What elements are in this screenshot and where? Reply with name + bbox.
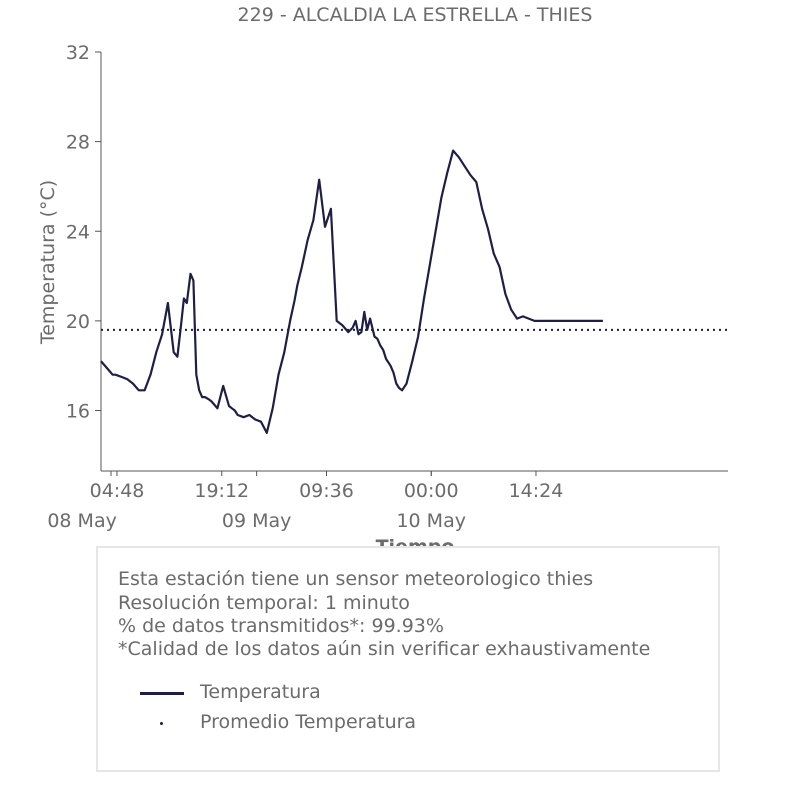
x-tick-label: 04:48 [90,480,145,502]
x-major-tick-label: 10 May [396,510,466,532]
y-tick-label: 28 [66,132,90,154]
info-line-sensor: Esta estación tiene un sensor meteorolog… [118,568,594,590]
legend-label-temperatura: Temperatura [200,681,321,703]
x-major-tick-label: 08 May [47,510,117,532]
x-major-tick-label: 09 May [222,510,292,532]
info-line-quality-note: *Calidad de los datos aún sin verificar … [118,638,651,660]
y-tick-label: 16 [66,401,90,423]
legend-swatch-promedio [160,722,163,725]
x-tick-label: 19:12 [194,480,249,502]
info-line-data-transmitted: % de datos transmitidos*: 99.93% [118,615,444,637]
legend-swatch-temperatura [140,692,184,695]
legend-label-promedio: Promedio Temperatura [200,711,417,733]
y-tick-label: 20 [66,311,90,333]
y-axis-label: Temperatura (°C) [37,180,59,345]
info-box: Esta estación tiene un sensor meteorolog… [96,546,720,772]
y-tick-label: 32 [66,42,90,64]
temperature-series-line [100,149,603,434]
chart-title: 229 - ALCALDIA LA ESTRELLA - THIES [238,4,593,26]
info-line-resolution: Resolución temporal: 1 minuto [118,592,410,614]
x-tick-label: 09:36 [299,480,354,502]
x-tick-label: 14:24 [509,480,564,502]
y-tick-label: 24 [66,221,90,243]
x-tick-label: 00:00 [404,480,459,502]
